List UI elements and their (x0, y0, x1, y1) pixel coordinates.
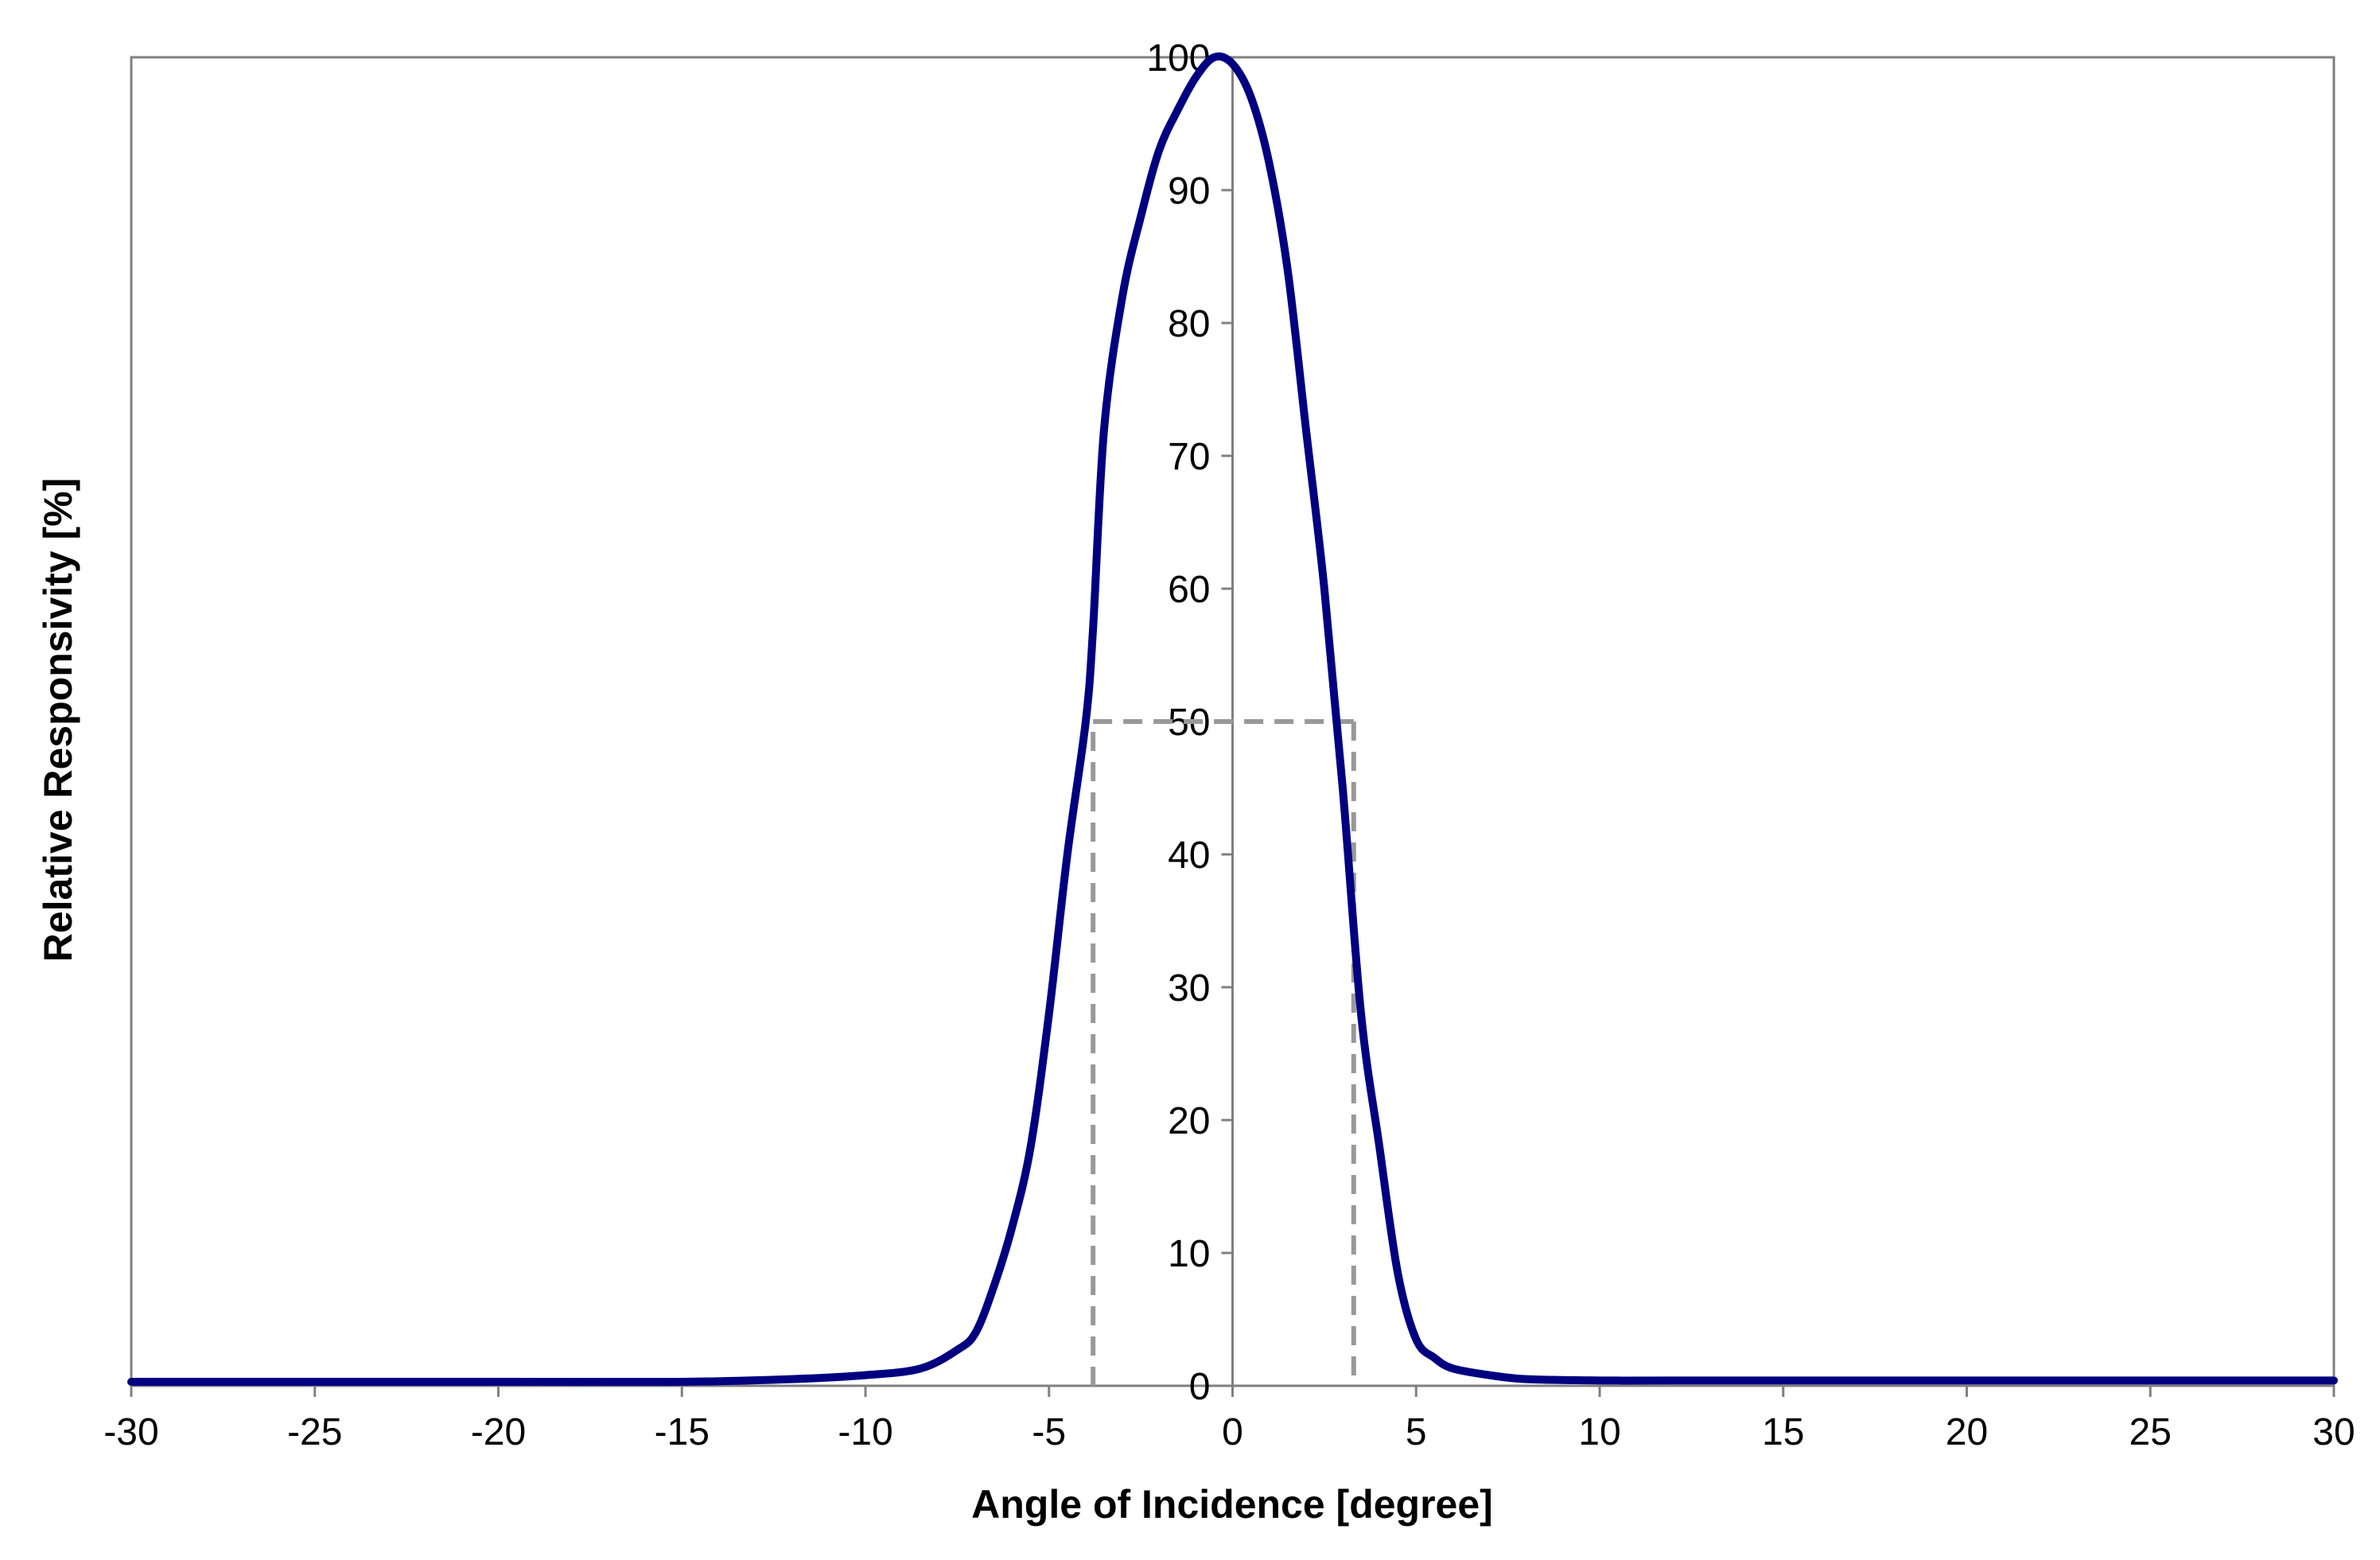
y-tick-label: 60 (1168, 569, 1210, 611)
x-tick-label: 10 (1578, 1411, 1620, 1453)
y-axis-label: Relative Responsivity [%] (36, 478, 80, 963)
y-tick-label: 20 (1168, 1100, 1210, 1142)
y-tick-label: 70 (1168, 436, 1210, 478)
x-tick-label: -25 (287, 1411, 342, 1453)
y-tick-label: 80 (1168, 303, 1210, 345)
x-tick-label: 25 (2129, 1411, 2172, 1453)
y-tick-label: 0 (1189, 1366, 1211, 1408)
y-tick-label: 10 (1168, 1233, 1210, 1275)
x-tick-label: -30 (103, 1411, 158, 1453)
series-line-0 (127, 52, 2338, 1387)
x-tick-label: -15 (655, 1411, 710, 1453)
x-tick-group: -30 -25 -20 -15 -10 -5 0 5 10 15 20 25 30 (103, 1384, 2355, 1453)
x-tick-label: 20 (1946, 1411, 1988, 1453)
y-tick-label: 30 (1168, 967, 1210, 1010)
x-tick-label: 15 (1762, 1411, 1804, 1453)
x-axis-label: Angle of Incidence [degree] (971, 1482, 1493, 1527)
x-tick-label: -20 (471, 1411, 526, 1453)
y-tick-label: 40 (1168, 834, 1210, 877)
series-layer (127, 52, 2338, 1387)
x-tick-label: 30 (2312, 1411, 2355, 1453)
half-maximum-guides (1091, 719, 1356, 1386)
x-tick-label: 0 (1222, 1411, 1243, 1453)
y-tick-label: 90 (1168, 170, 1210, 212)
x-tick-label: -5 (1032, 1411, 1066, 1453)
x-tick-label: -10 (838, 1411, 892, 1453)
x-tick-label: 5 (1406, 1411, 1427, 1453)
